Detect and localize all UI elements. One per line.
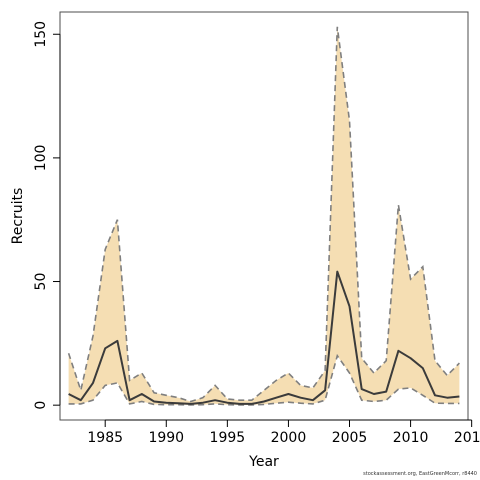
series-line-layer: [67, 26, 460, 406]
y-axis-title: Recruits: [10, 188, 26, 245]
x-tick-label: 1985: [87, 430, 123, 446]
x-tick-label: 1990: [148, 430, 184, 446]
x-axis-title: Year: [248, 454, 279, 470]
x-tick-label: 2000: [271, 430, 307, 446]
x-tick-label: 1995: [210, 430, 246, 446]
x-tick-label: 2010: [393, 430, 429, 446]
x-tick-label: 2015: [454, 430, 480, 446]
y-tick-label: 100: [33, 145, 49, 172]
credit-footnote: stockassessment.org, EastGreenMcorr, r84…: [363, 471, 477, 477]
y-tick-label: 50: [33, 273, 49, 291]
y-tick-label: 150: [33, 21, 49, 48]
estimate-line: [68, 270, 460, 405]
lower-bound-line: [68, 353, 460, 406]
upper-bound-line: [67, 26, 460, 403]
y-axis: 0 50 100 150: [33, 21, 61, 410]
x-tick-label: 2005: [332, 430, 368, 446]
x-axis: 1985 1990 1995 2000 2005 2010 2015: [87, 419, 480, 446]
y-tick-label: 0: [33, 401, 49, 410]
